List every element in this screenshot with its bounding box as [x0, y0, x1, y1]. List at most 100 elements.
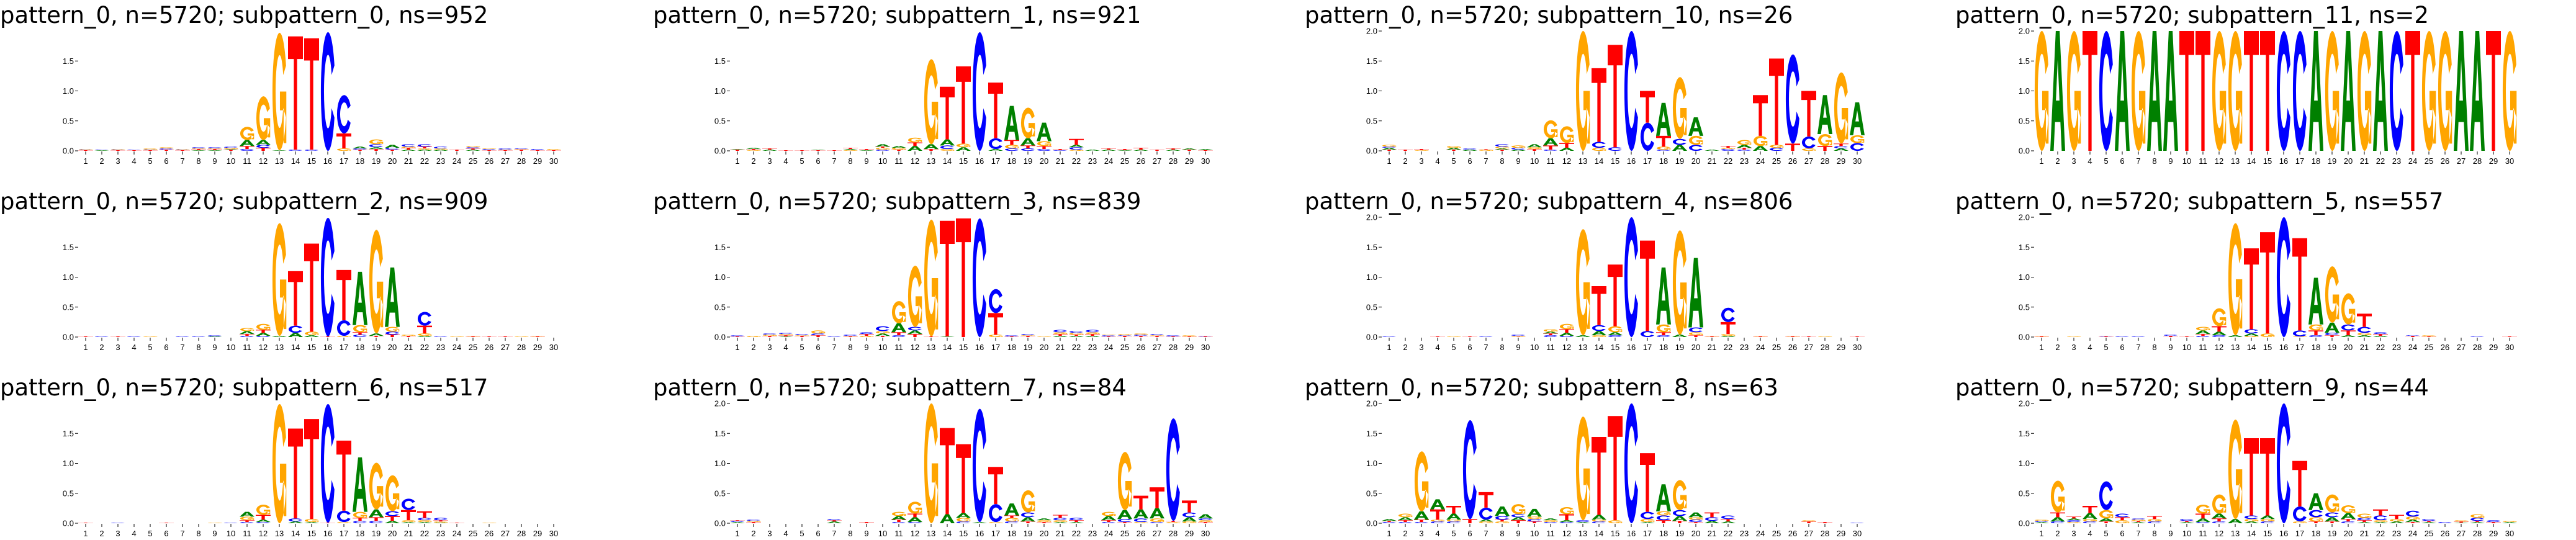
logo-position: [1117, 334, 1132, 337]
letter-C: [207, 147, 222, 149]
logo-position: [2212, 308, 2227, 337]
x-tick-label: 7: [1484, 156, 1488, 166]
x-tick-label: 10: [878, 529, 887, 538]
letter-T: [1785, 336, 1800, 337]
x-tick-label: 26: [485, 156, 493, 166]
letter-G: [1101, 511, 1116, 516]
letter-G: [159, 147, 174, 149]
letter-T: [2195, 31, 2210, 151]
letter-A: [1721, 521, 1736, 523]
letter-T: [1004, 140, 1019, 145]
x-tick-label: 25: [2425, 529, 2433, 538]
x-tick-label: 16: [2279, 156, 2288, 166]
x-tick-label: 13: [275, 343, 284, 352]
letter-A: [1656, 268, 1671, 325]
letter-A: [1608, 332, 1623, 336]
logo-position: [2357, 31, 2372, 151]
logo-position: [530, 149, 545, 151]
letter-T: [1069, 335, 1084, 336]
letter-A: [2115, 31, 2130, 151]
letter-T: [1085, 334, 1100, 336]
logo-position: [1150, 334, 1164, 337]
x-tick-label: 5: [1451, 156, 1456, 166]
letter-C: [1053, 330, 1067, 333]
letter-A: [2470, 522, 2485, 523]
x-tick-label: 21: [1708, 156, 1716, 166]
x-tick-label: 27: [1153, 343, 1161, 352]
letter-T: [2115, 517, 2130, 521]
y-tick-label: 0.5: [714, 302, 726, 312]
logo-position: [1462, 336, 1477, 337]
letter-A: [1117, 510, 1132, 520]
x-tick-label: 18: [2312, 343, 2320, 352]
letter-G: [2502, 31, 2517, 151]
logo-position: [972, 218, 986, 337]
x-tick-label: 22: [420, 156, 429, 166]
letter-C: [1624, 31, 1638, 151]
letter-G: [1801, 148, 1816, 151]
letter-C: [1834, 146, 1848, 149]
letter-A: [907, 146, 922, 151]
letter-C: [1624, 403, 1638, 523]
letter-C: [1543, 150, 1557, 151]
letter-G: [746, 521, 761, 523]
x-tick-label: 17: [2295, 529, 2304, 538]
letter-A: [2341, 31, 2356, 151]
logo-position: [498, 148, 513, 151]
x-tick-label: 28: [517, 529, 526, 538]
y-tick-label: 1.5: [1366, 429, 1377, 438]
x-tick-label: 29: [1837, 529, 1845, 538]
logo-position: [2260, 438, 2275, 523]
letter-A: [2341, 335, 2356, 337]
letter-T: [1414, 149, 1429, 151]
logo-position: [1462, 420, 1477, 523]
letter-T: [1446, 506, 1461, 514]
logo-position: [2308, 31, 2323, 151]
x-tick-label: 19: [1675, 529, 1684, 538]
x-tick-label: 19: [2328, 343, 2336, 352]
x-tick-label: 1: [1387, 343, 1391, 352]
letter-T: [159, 150, 174, 151]
letter-T: [1543, 333, 1558, 336]
letter-G: [1543, 329, 1558, 332]
letter-T: [2308, 521, 2323, 523]
letter-A: [2325, 517, 2340, 522]
x-tick-label: 6: [2120, 156, 2124, 166]
letter-A: [272, 150, 287, 151]
letter-T: [2292, 461, 2307, 506]
letter-G: [272, 223, 287, 336]
letter-A: [1559, 148, 1574, 151]
logo-position: [336, 95, 351, 151]
letter-C: [1020, 512, 1035, 518]
letter-T: [924, 336, 939, 337]
logo-position: [2470, 31, 2485, 151]
logo-position: [1559, 126, 1574, 151]
letter-G: [336, 336, 351, 337]
logo-position: [1037, 336, 1052, 337]
x-tick-label: 4: [1435, 529, 1439, 538]
letter-C: [530, 149, 544, 151]
logo-position: [1133, 148, 1148, 151]
letter-C: [433, 336, 448, 337]
letter-G: [1656, 511, 1671, 516]
x-tick-label: 13: [2231, 343, 2240, 352]
letter-C: [2244, 515, 2258, 520]
letter-A: [956, 513, 971, 518]
logo-position: [1085, 330, 1100, 337]
x-tick-label: 28: [1821, 343, 1829, 352]
x-tick-label: 27: [2457, 343, 2466, 352]
letter-C: [207, 335, 222, 337]
letter-A: [2325, 322, 2340, 333]
x-tick-label: 25: [2425, 156, 2433, 166]
x-tick-label: 13: [2231, 156, 2240, 166]
logo-position: [2228, 223, 2243, 337]
x-tick-label: 20: [2344, 529, 2353, 538]
letter-T: [2373, 334, 2388, 336]
letter-T: [1672, 521, 1687, 523]
letter-T: [2195, 513, 2210, 519]
logo-position: [2502, 31, 2517, 151]
y-tick-label: 0.0: [1366, 146, 1377, 156]
letter-A: [1150, 508, 1164, 519]
letter-T: [2179, 31, 2194, 151]
letter-C: [1446, 521, 1461, 523]
